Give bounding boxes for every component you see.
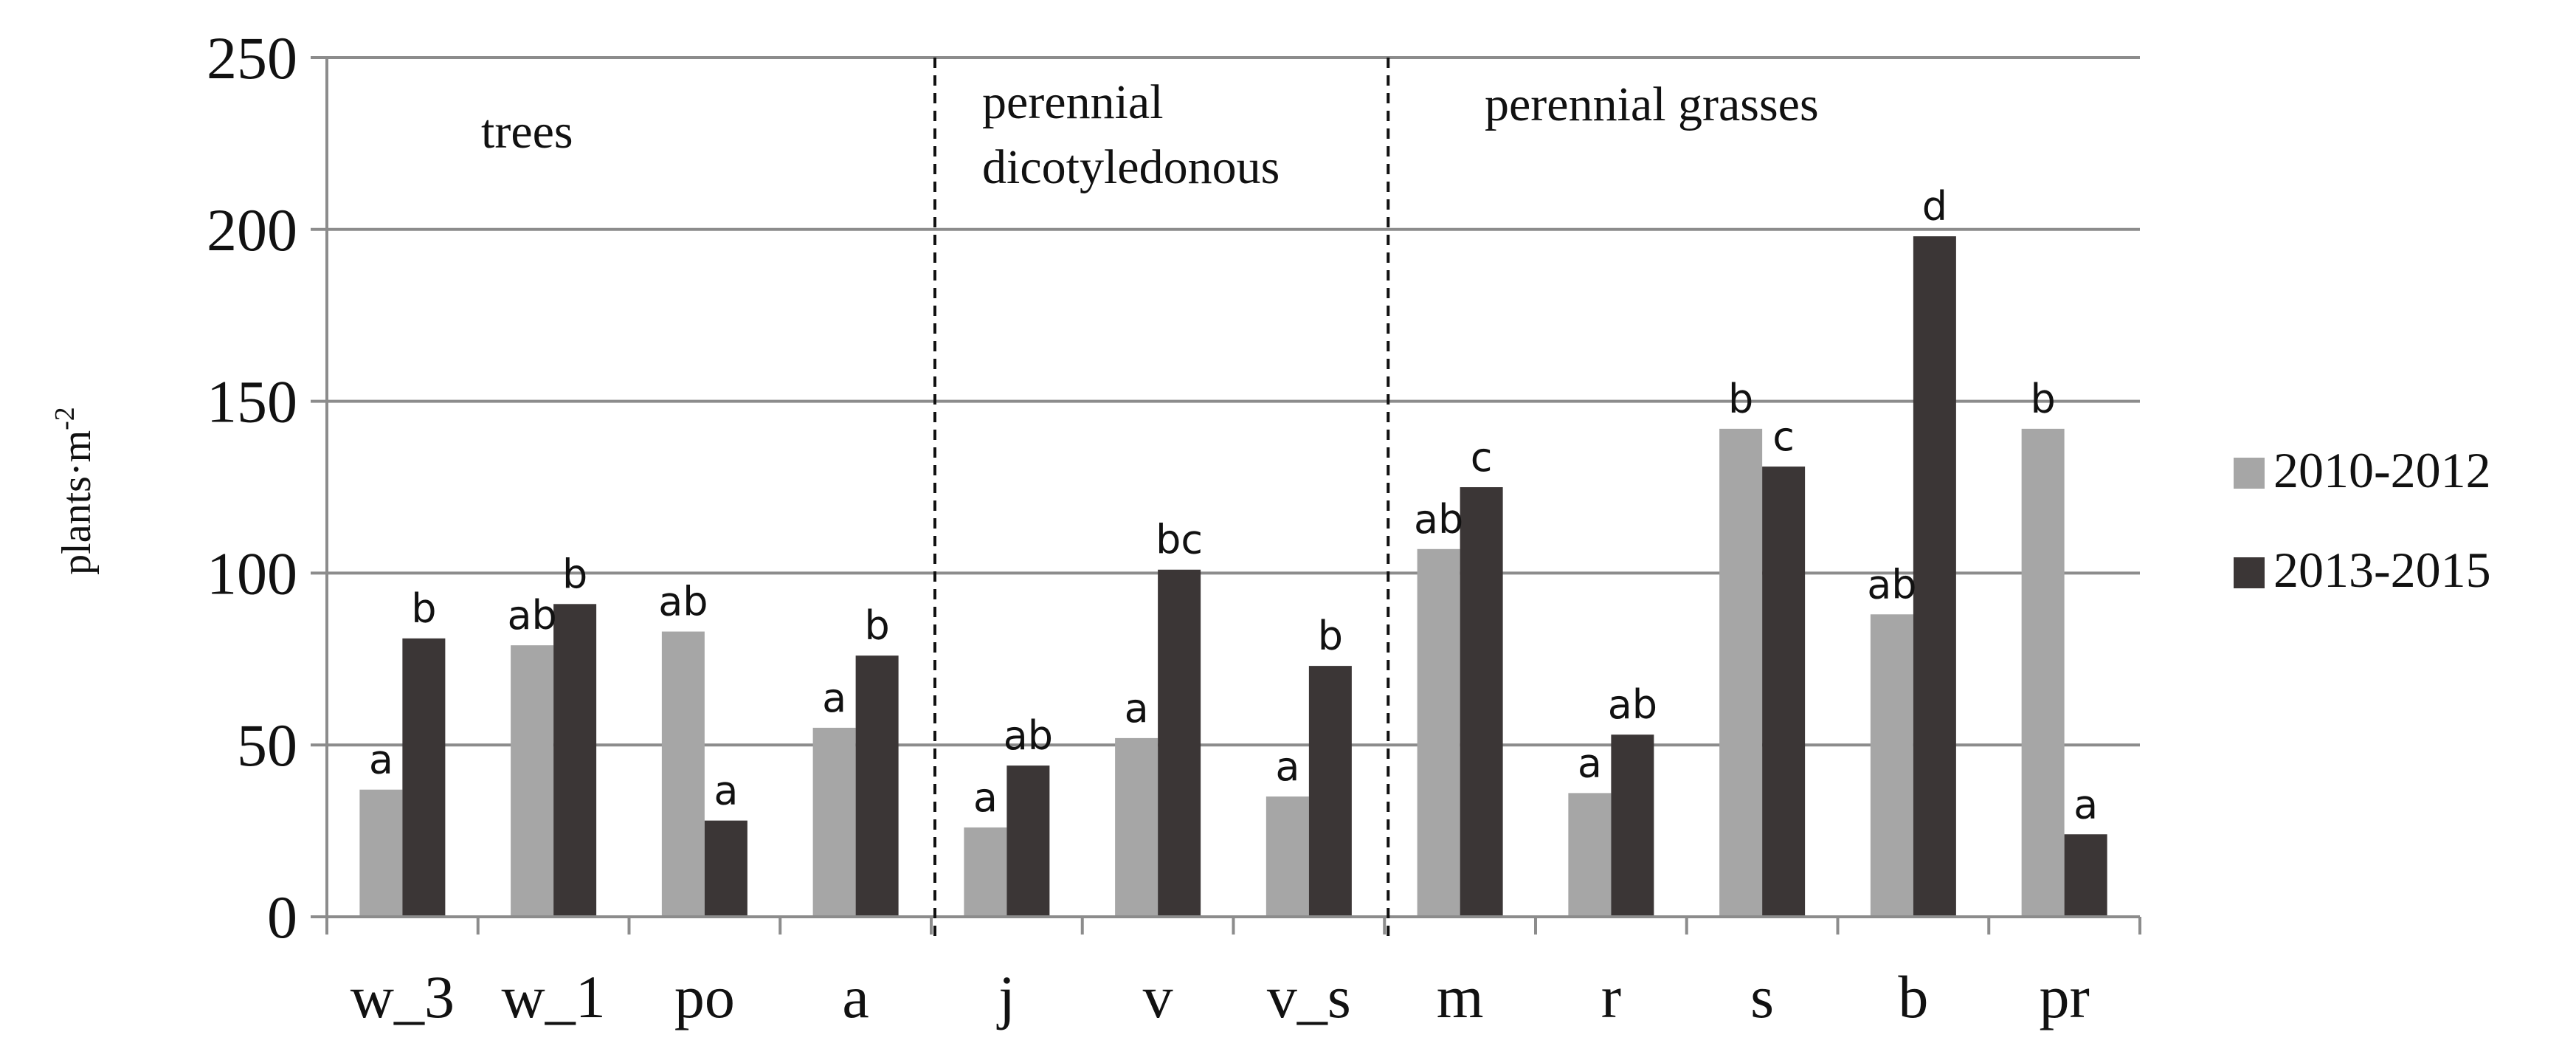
legend-swatch (2234, 557, 2265, 588)
bar-v_s-2013-2015 (1308, 666, 1352, 917)
x-tick-label-m: m (1437, 963, 1484, 1030)
group-label: trees (481, 105, 573, 159)
bar-po-2013-2015 (704, 820, 747, 917)
significance-letter: b (1318, 613, 1343, 659)
legend-label: 2013-2015 (2273, 542, 2491, 598)
legend-swatch (2234, 458, 2265, 489)
bar-v-2013-2015 (1158, 569, 1201, 917)
bar-w_1-2010-2012 (511, 645, 554, 917)
group-label-line: perennial (982, 75, 1164, 129)
bar-m-2010-2012 (1417, 548, 1460, 917)
bar-pr-2010-2012 (2021, 428, 2065, 917)
significance-letter: a (1578, 740, 1602, 786)
bar-r-2013-2015 (1611, 734, 1654, 917)
axes: 0 50 100 150 200 250 w_3 w_1 po a j v v_s m r s b pr (207, 24, 2141, 1030)
bar-r-2010-2012 (1568, 793, 1612, 917)
bar-s-2010-2012 (1719, 428, 1763, 917)
y-tick-label: 100 (207, 540, 297, 607)
bar-a-2013-2015 (855, 655, 899, 917)
y-tick-label: 0 (267, 884, 297, 951)
significance-letter: bc (1156, 517, 1203, 563)
y-tick-label: 200 (207, 196, 297, 264)
x-tick-label-v_s: v_s (1267, 963, 1351, 1030)
bars (359, 236, 2107, 917)
group-labels: trees perennial dicotyledonous perennial gr… (481, 58, 1819, 939)
group-label: perennial dicotyledonous (982, 75, 1280, 194)
x-tick-label-w_3: w_3 (351, 963, 455, 1030)
bar-m-2013-2015 (1460, 487, 1503, 917)
y-tick-label: 150 (207, 368, 297, 436)
x-tick-label-v: v (1143, 963, 1173, 1030)
x-tick-label-pr: pr (2039, 963, 2089, 1030)
bar-po-2010-2012 (661, 631, 705, 917)
bar-s-2013-2015 (1762, 467, 1806, 917)
legend: 2010-2012 2013-2015 (2234, 442, 2491, 598)
bar-w_1-2013-2015 (553, 604, 597, 917)
significance-letter: b (411, 585, 436, 632)
significance-letter: a (369, 737, 393, 783)
significance-letter: b (864, 602, 889, 649)
significance-letter: a (1125, 685, 1149, 732)
significance-letter: c (1471, 434, 1493, 481)
y-tick-label: 250 (207, 24, 297, 92)
significance-letter: a (822, 675, 846, 721)
significance-letter: ab (1867, 561, 1916, 608)
significance-letter: c (1772, 413, 1795, 460)
x-tick-label-s: s (1750, 963, 1774, 1030)
significance-letter: a (714, 768, 738, 814)
significance-letter: ab (1414, 496, 1463, 543)
bar-w_3-2013-2015 (402, 638, 446, 917)
significance-letter: a (1275, 743, 1299, 790)
x-tick-label-b: b (1898, 963, 1928, 1030)
bar-j-2013-2015 (1006, 765, 1050, 917)
x-tick-label-a: a (842, 963, 869, 1030)
significance-letter: ab (1608, 681, 1657, 728)
group-label-line: perennial grasses (1485, 78, 1819, 131)
significance-letter: b (1728, 376, 1753, 422)
significance-letter: d (1922, 183, 1947, 230)
group-label-line: dicotyledonous (982, 140, 1280, 194)
x-tick-label-w_1: w_1 (502, 963, 606, 1030)
significance-letter: ab (507, 592, 556, 639)
bar-v-2010-2012 (1115, 737, 1158, 917)
bar-a-2010-2012 (812, 727, 856, 917)
significance-letter: b (562, 551, 587, 597)
legend-label: 2010-2012 (2273, 442, 2491, 498)
significance-letter: ab (658, 579, 708, 625)
y-axis-title-superscript: -2 (49, 407, 80, 430)
x-tick-label-j: j (996, 963, 1015, 1030)
x-tick-label-po: po (674, 963, 735, 1030)
significance-letter: a (973, 774, 998, 821)
bar-b-2010-2012 (1870, 614, 1913, 917)
bar-pr-2013-2015 (2064, 834, 2107, 917)
grid-lines (327, 56, 2140, 747)
bar-j-2010-2012 (964, 827, 1007, 917)
y-tick-label: 50 (237, 712, 297, 779)
significance-letter: ab (1004, 712, 1053, 759)
bar-w_3-2010-2012 (359, 789, 403, 917)
bar-b-2013-2015 (1913, 236, 1956, 917)
group-label: perennial grasses (1485, 78, 1819, 131)
significance-letter: b (2030, 376, 2055, 422)
group-label-line: trees (481, 105, 573, 159)
bar-v_s-2010-2012 (1265, 796, 1309, 917)
y-axis-title: plants·m-2 (49, 407, 100, 575)
significance-letter: a (2073, 781, 2098, 827)
x-tick-label-r: r (1601, 963, 1621, 1030)
y-axis-title-main: plants·m (54, 430, 100, 575)
